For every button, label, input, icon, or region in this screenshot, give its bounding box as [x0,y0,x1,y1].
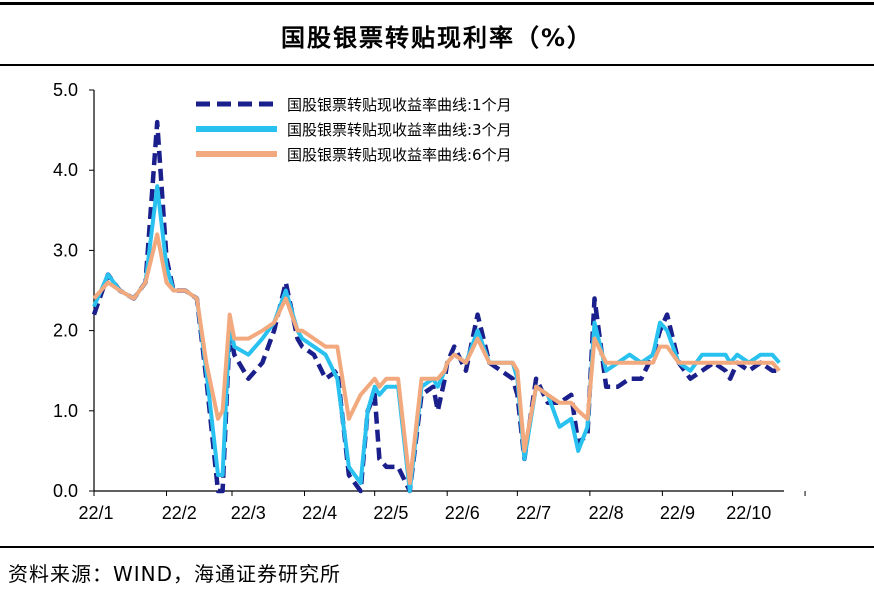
legend-label: 国股银票转贴现收益率曲线:6个月 [287,146,512,164]
title-rule [0,64,874,66]
x-tick-label: 22/9 [660,503,695,523]
source-note: 资料来源：WIND，海通证券研究所 [8,562,342,586]
series-line-2 [92,184,781,493]
y-tick-label: 0.0 [53,481,78,501]
y-tick-label: 4.0 [53,160,78,180]
y-tick-label: 1.0 [53,401,78,421]
x-tick-label: 22/4 [302,503,337,523]
bottom-rule [0,546,874,548]
x-tick-label: 22/10 [726,503,771,523]
top-rule [0,2,874,5]
x-tick-label: 22/6 [445,503,480,523]
series-layer [91,119,781,494]
series-line-3 [92,232,781,485]
y-tick-label: 2.0 [53,321,78,341]
chart-title: 国股银票转贴现利率（%） [280,24,594,52]
x-tick-label: 22/7 [516,503,551,523]
series-line-1 [91,119,780,494]
legend: 国股银票转贴现收益率曲线:1个月国股银票转贴现收益率曲线:3个月国股银票转贴现收… [196,96,512,164]
x-tick-label: 22/3 [231,503,266,523]
line-chart: 0.0 1.0 2.0 3.0 4.0 5.0 22/1 22/2 22/3 22/4 22/5 22… [53,80,806,523]
y-tick-label: 3.0 [53,240,78,260]
x-tick-label: 22/5 [373,503,408,523]
legend-label: 国股银票转贴现收益率曲线:3个月 [287,121,512,139]
y-tick-label: 5.0 [53,80,78,100]
legend-label: 国股银票转贴现收益率曲线:1个月 [287,96,512,114]
x-tick-label: 22/1 [78,503,113,523]
x-tick-label: 22/8 [589,503,624,523]
x-tick-label: 22/2 [162,503,197,523]
axes: 0.0 1.0 2.0 3.0 4.0 5.0 22/1 22/2 22/3 22/4 22/5 22… [53,80,806,523]
